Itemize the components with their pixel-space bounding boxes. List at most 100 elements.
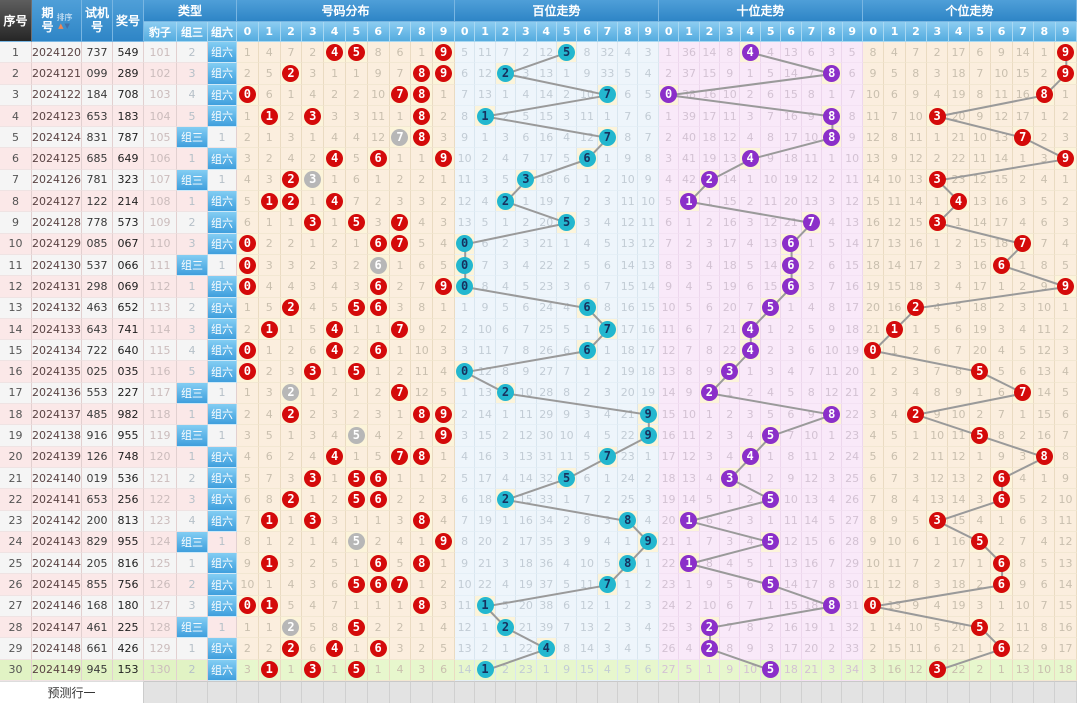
- distribution-cell: 3: [302, 574, 325, 596]
- distribution-cell: 4: [324, 191, 346, 213]
- units-digit-circle: 6: [992, 490, 1010, 508]
- footer-cell: [1012, 681, 1034, 703]
- hundreds-trend-cell: 9: [516, 361, 537, 383]
- hundreds-trend-cell: 3: [577, 404, 598, 426]
- units-trend-cell: 8: [1033, 446, 1056, 468]
- units-trend-cell: 4: [1033, 169, 1056, 192]
- tens-trend-cell: 1: [740, 63, 761, 85]
- tens-trend-cell: 15: [842, 254, 863, 277]
- distribution-cell: 1: [324, 63, 346, 85]
- units-trend-cell: 9: [1012, 574, 1034, 596]
- hundreds-digit-circle: 2: [496, 192, 514, 210]
- distribution-cell: 2: [302, 404, 325, 426]
- hundreds-trend-cell: 16: [475, 446, 496, 468]
- distribution-cell: 4: [302, 595, 325, 618]
- type-baozi-cell: 113: [144, 297, 177, 319]
- hundreds-trend-cell: 1: [556, 63, 578, 85]
- distribution-cell: 5: [302, 318, 325, 341]
- hundreds-trend-cell: 5: [638, 638, 659, 660]
- units-trend-cell: 12: [884, 574, 906, 596]
- type-baozi-cell: 128: [144, 617, 177, 639]
- distribution-cell: 12: [367, 127, 390, 149]
- distribution-cell: 1: [345, 553, 368, 575]
- units-digit-circle: 9: [1056, 64, 1074, 82]
- test-number-cell: 463: [82, 297, 113, 319]
- distribution-cell: 1: [345, 595, 368, 618]
- units-trend-cell: 7: [948, 340, 970, 362]
- tens-trend-cell: 10: [842, 148, 863, 170]
- hundreds-trend-cell: 9: [475, 297, 496, 319]
- tens-trend-cell: 5: [760, 297, 782, 319]
- units-trend-cell: 8: [991, 425, 1013, 447]
- distribution-cell: 8: [411, 105, 434, 128]
- distribution-cell: 6: [237, 212, 259, 234]
- tens-trend-cell: 5: [760, 63, 782, 85]
- hundreds-digit-circle: 7: [598, 448, 616, 466]
- winning-digit-circle: 4: [326, 43, 344, 61]
- tens-trend-cell: 3: [822, 659, 843, 681]
- hundreds-trend-cell: 6: [577, 297, 598, 319]
- tens-digit-circle: 1: [680, 192, 698, 210]
- hundreds-trend-cell: 10: [454, 148, 476, 170]
- hundreds-trend-cell: 21: [475, 553, 496, 575]
- table-body: 1 2024120 737 549 101 2 组六 1 4 7 2 4 5 8 6 1 9 5 11 7 2 12 5 8 3…: [0, 42, 1077, 681]
- type-zuliu-cell: 组六: [208, 233, 237, 255]
- distribution-cell: 2: [280, 233, 303, 255]
- tens-trend-cell: 10: [658, 297, 680, 319]
- units-trend-cell: 19: [948, 84, 970, 106]
- distribution-cell: 1: [345, 233, 368, 255]
- footer-cell: [658, 681, 680, 703]
- hundreds-trend-cell: 2: [597, 489, 619, 511]
- units-trend-cell: 7: [969, 63, 992, 85]
- sort-control[interactable]: 排序 ▲▼: [57, 12, 73, 30]
- distribution-cell: 6: [302, 638, 325, 660]
- distribution-cell: 9: [433, 42, 455, 64]
- seq-cell: 7: [0, 169, 32, 192]
- tens-trend-cell: 8: [822, 297, 843, 319]
- units-trend-cell: 21: [862, 318, 885, 341]
- units-trend-cell: 7: [862, 489, 885, 511]
- sort-desc-icon[interactable]: ▼: [64, 21, 71, 30]
- winning-digit-circle: 3: [304, 661, 322, 679]
- tens-trend-cell: 6: [781, 233, 802, 255]
- prize-number-cell: 708: [113, 84, 144, 106]
- type-zuliu-cell: 组六: [208, 276, 237, 298]
- type-baozi-cell: 118: [144, 404, 177, 426]
- tens-trend-cell: 1: [679, 531, 700, 554]
- hundreds-trend-cell: 10: [475, 318, 496, 341]
- seq-cell: 15: [0, 340, 32, 362]
- distribution-cell: 5: [433, 638, 455, 660]
- tens-digit-circle: 2: [700, 639, 718, 657]
- test-number-cell: 643: [82, 318, 113, 341]
- distribution-cell: 4: [324, 318, 346, 341]
- hundreds-trend-cell: 20: [475, 531, 496, 554]
- units-trend-cell: 8: [884, 489, 906, 511]
- units-trend-cell: 2: [926, 148, 949, 170]
- tens-trend-cell: 22: [658, 553, 680, 575]
- distribution-cell: 3: [302, 63, 325, 85]
- footer-cell: [862, 681, 885, 703]
- units-trend-cell: 17: [862, 233, 885, 255]
- footer-cell: [495, 681, 517, 703]
- distribution-cell: 2: [433, 467, 455, 490]
- tens-trend-cell: 25: [842, 467, 863, 490]
- sort-asc-icon[interactable]: ▲: [58, 21, 65, 30]
- type-zusan-cell: 4: [177, 340, 208, 362]
- distribution-cell: 12: [411, 382, 434, 405]
- units-trend-cell: 4: [991, 340, 1013, 362]
- tens-trend-cell: 37: [679, 63, 700, 85]
- footer-cell: [177, 681, 208, 703]
- units-trend-cell: 2: [991, 531, 1013, 554]
- distribution-cell: 5: [345, 617, 368, 639]
- tens-trend-cell: 1: [658, 105, 680, 128]
- distribution-cell: 2: [411, 169, 434, 192]
- units-trend-cell: 7: [926, 361, 949, 383]
- tens-trend-cell: 11: [658, 318, 680, 341]
- distribution-cell: 2: [280, 446, 303, 468]
- units-trend-cell: 1: [991, 510, 1013, 532]
- distribution-cell: 5: [258, 63, 281, 85]
- winning-digit-circle: 0: [238, 597, 256, 615]
- table-row: 3 2024122 184 708 103 4 组六 0 6 1 4 2 2 10 7 8 1 7 13 1 4 14 2 1…: [0, 84, 1077, 106]
- units-trend-cell: 1: [1033, 105, 1056, 128]
- tens-trend-cell: 3: [822, 467, 843, 490]
